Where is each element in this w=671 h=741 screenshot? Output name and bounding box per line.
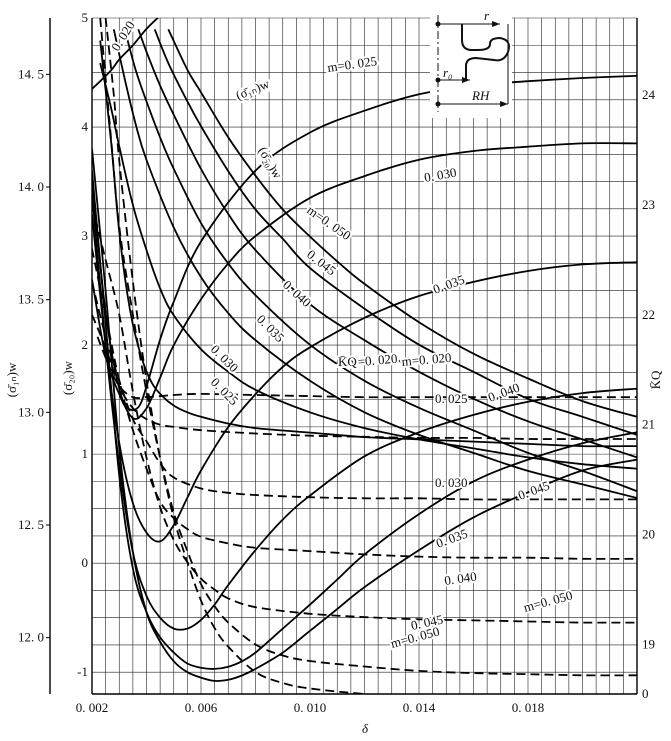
annotation-label-1: (σ̄₁ₙ)w [234, 76, 272, 103]
inset-rh-arrowhead [500, 101, 508, 107]
annotation-label-5: m=0. 050 [304, 202, 354, 243]
annotation-label-12: 0. 035 [431, 272, 467, 297]
series-line-17 [92, 248, 637, 560]
inset-label-rh: RH [471, 88, 490, 103]
kq-extra-label: 0 [642, 686, 649, 701]
grid [91, 17, 638, 694]
x-tick-label: 0. 010 [294, 700, 327, 715]
sigma20-tick-label: -1 [77, 664, 88, 679]
annotation-label-0: m=0. 025 [326, 53, 378, 75]
series-line-19 [99, 18, 637, 677]
sigma1n-tick-label: 14. 5 [18, 66, 44, 81]
series-line-1 [99, 62, 637, 470]
annotation-label-21: m=0. 050 [522, 587, 574, 614]
annotation-label-19: 0. 035 [434, 526, 470, 551]
x-tick-label: 0. 006 [185, 700, 218, 715]
sigma20-tick-label: 0 [82, 555, 89, 570]
sigma20-tick-label: 2 [82, 337, 89, 352]
kq-tick-label: 23 [642, 197, 655, 212]
inset-label-r0: r₀ [443, 65, 453, 80]
annotation-label-15: 0. 040 [486, 380, 522, 405]
annotation-label-10: 0. 025 [208, 375, 242, 409]
series-line-15 [92, 314, 637, 440]
series-layer [92, 18, 637, 694]
sigma1n-tick-label: 14. 0 [18, 179, 44, 194]
x-axis-label: δ [362, 721, 369, 736]
annotation-label-14: m=0. 020 [401, 350, 452, 369]
inset-label-r: r [484, 8, 490, 23]
x-tick-label: 0. 002 [76, 700, 109, 715]
series-line-4 [137, 28, 637, 459]
series-line-20 [104, 18, 377, 694]
x-tick-label: 0. 018 [512, 700, 545, 715]
annotation-label-11: m=0. 020 [347, 351, 398, 370]
sigma20-tick-label: 1 [82, 446, 89, 461]
x-tick-label: 0. 014 [403, 700, 436, 715]
series-line-12 [92, 170, 637, 670]
annotation-label-4: 0. 030 [423, 165, 458, 185]
sigma20-tick-label: 5 [82, 10, 89, 25]
series-line-16 [92, 281, 637, 501]
annotation-label-17: 0. 030 [435, 475, 468, 490]
annotation-label-20: 0. 040 [443, 569, 477, 588]
kq-tick-label: 21 [642, 417, 655, 432]
series-line-3 [123, 29, 637, 493]
sigma1n-tick-label: 13. 0 [18, 404, 44, 419]
series-line-0 [99, 40, 637, 448]
series-line-18 [92, 204, 637, 624]
sigma1n-axis-label: (σ̄₁ₙ)w [4, 362, 19, 397]
kq-tick-label: 20 [642, 527, 655, 542]
sigma20-tick-label: 3 [82, 228, 89, 243]
inset-diagram: r r₀ RH [430, 8, 512, 118]
inset-background [430, 15, 512, 118]
inset-profile-curve [461, 24, 510, 80]
series-line-5 [153, 28, 637, 436]
kq-axis-label: K̄Q [648, 370, 663, 389]
sigma1n-tick-label: 12. 0 [18, 630, 44, 645]
annotation-label-13: K̄Q [338, 354, 357, 369]
kq-tick-label: 22 [642, 307, 655, 322]
annotation-label-3: 0. 020 [108, 18, 138, 54]
series-line-10 [92, 214, 637, 543]
kq-tick-label: 19 [642, 637, 655, 652]
inset-r-arrowhead [492, 21, 500, 27]
annotation-label-16: 0. 025 [435, 391, 468, 406]
annotation-label-6: 0. 045 [304, 247, 339, 279]
annotation-label-8: 0. 035 [254, 312, 288, 346]
series-line-13 [92, 148, 637, 682]
sigma20-tick-label: 4 [82, 119, 89, 134]
series-line-9 [92, 142, 637, 420]
sigma20-axis-label: (σ̄₂₀)w [60, 360, 75, 395]
annotation-label-7: 0. 040 [280, 277, 314, 310]
sigma1n-tick-label: 12. 5 [18, 517, 44, 532]
series-line-11 [92, 192, 637, 631]
sigma1n-tick-label: 13. 5 [18, 292, 44, 307]
series-line-6 [167, 28, 637, 418]
kq-tick-label: 24 [642, 87, 656, 102]
axes-layer: 0. 002 0. 006 0. 010 0. 014 0. 018 δ 12. 0 12. … [4, 10, 663, 736]
